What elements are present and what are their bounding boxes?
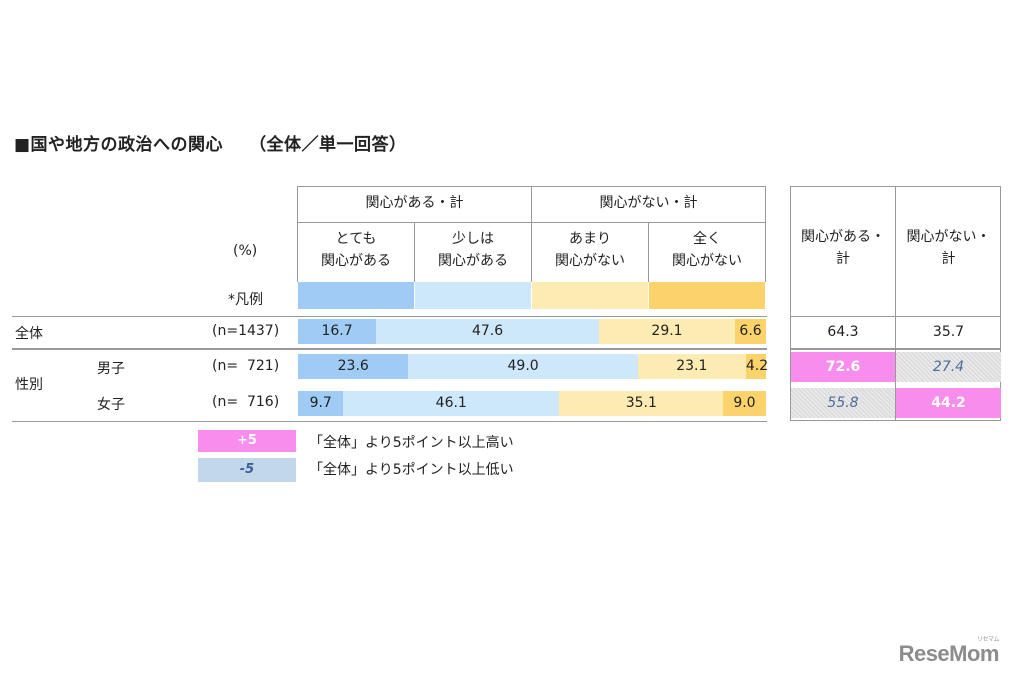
logo-small-text: リセマム [976,637,1000,643]
summary-cell-female-not-interested: 44.2 [896,388,1001,418]
summary-header-not-interested: 関心がない・ 計 [896,226,1001,270]
row-divider-top [12,316,767,317]
bar-segment-female-not-at-all: 9.0 [723,391,766,416]
bar-segment-male-not-at-all: 4.2 [745,354,769,379]
row-divider-section [12,348,767,350]
summary-header-interested: 関心がある・ 計 [791,226,895,270]
row-divider-bottom [12,421,767,422]
row-label-male: 男子 [97,361,125,377]
summary-header-interested-line1: 関心がある・ [801,229,885,245]
bar-segment-total-somewhat: 47.6 [376,319,599,344]
header-mid-border [531,186,532,282]
category-header-somewhat-line1: 少しは [452,231,494,247]
group-header-interested: 関心がある・計 [365,195,464,211]
bar-value-label: 29.1 [651,323,683,339]
resemom-logo: ReseMom リセマム [898,637,1000,667]
summary-header-not-interested-line2: 計 [941,251,956,267]
group-header-not-interested: 関心がない・計 [599,195,698,211]
bar-value-label: 23.1 [676,358,708,374]
bar-segment-female-somewhat: 46.1 [343,391,560,416]
bar-value-label: 46.1 [435,395,467,411]
bar-segment-total-not-much: 29.1 [598,319,736,344]
bar-value-label: 47.6 [471,323,504,339]
chart-title: ■国や地方の政治への関心 （全体／単一回答） [14,130,407,155]
bar-value-label: 49.0 [507,358,539,374]
category-header-not-at-all: 全く 関心がない [649,228,765,272]
header-sub-border-2 [648,222,649,282]
summary-cell-total-not-interested: 35.7 [932,324,965,340]
bar-segment-total-not-at-all: 6.6 [735,319,766,344]
category-header-not-at-all-line1: 全く [693,231,721,247]
title-sub: （全体／単一回答） [249,135,407,155]
category-header-somewhat: 少しは 関心がある [415,228,531,272]
bar-segment-female-not-much: 35.1 [559,391,724,416]
row-label-total: 全体 [15,326,43,342]
row-label-female: 女子 [97,397,125,413]
category-header-very-line2: 関心がある [321,253,391,269]
bar-value-label: 9.0 [733,395,756,411]
bar-value-label: 16.7 [321,323,353,339]
category-header-very-line1: とても [335,231,377,247]
bar-value-label: 35.1 [625,395,657,411]
summary-cell-total-interested: 64.3 [827,324,859,340]
summary-cell-male-not-interested: 27.4 [896,352,1001,382]
category-header-not-at-all-line2: 関心がない [672,253,742,269]
bar-segment-male-not-much: 23.1 [637,354,746,379]
bar-segment-female-very: 9.7 [298,391,344,416]
category-header-not-much: あまり 関心がない [532,228,648,272]
bar-value-label: 9.7 [309,395,332,411]
category-header-not-much-line2: 関心がない [555,253,625,269]
percent-label: (%) [233,243,258,259]
row-n-total: (n=1437) [212,323,280,339]
bar-value-label: 23.6 [337,358,369,374]
legend-swatch-somewhat [415,282,531,309]
bar-segment-male-somewhat: 49.0 [408,354,638,379]
summary-cell-female-interested: 55.8 [791,388,895,418]
key-sample-minus: -5 [198,458,296,482]
category-header-very: とても 関心がある [298,228,414,272]
header-sub-border-1 [414,222,415,282]
summary-header-not-interested-line1: 関心がない・ [906,229,991,245]
key-text-minus: 「全体」より5ポイント以上低い [309,462,514,478]
bar-segment-male-very: 23.6 [298,354,409,379]
row-n-female: (n= 716) [212,394,280,410]
summary-mid-border [895,186,896,421]
bar-value-label: 4.2 [745,358,769,374]
legend-swatch-not-much [532,282,648,309]
summary-header-interested-line2: 計 [836,251,850,267]
row-n-male: (n= 721) [212,358,280,374]
summary-cell-male-interested: 72.6 [791,352,895,382]
category-header-not-much-line1: あまり [569,231,611,247]
legend-swatch-very [298,282,414,309]
category-header-somewhat-line2: 関心がある [438,253,508,269]
bar-value-label: 6.6 [739,323,762,339]
summary-row-divider-top [790,316,1001,317]
legend-swatch-not-at-all [649,282,765,309]
key-sample-plus: +5 [198,430,296,452]
key-text-plus: 「全体」より5ポイント以上高い [309,435,514,451]
logo-text: ReseMom [898,641,1000,666]
header-left-border [297,186,298,282]
header-right-border [765,186,766,282]
title-main: ■国や地方の政治への関心 [14,135,224,155]
summary-row-divider-section [790,348,1001,350]
legend-label: *凡例 [228,292,263,308]
section-label-gender: 性別 [15,377,43,393]
bar-segment-total-very: 16.7 [298,319,377,344]
